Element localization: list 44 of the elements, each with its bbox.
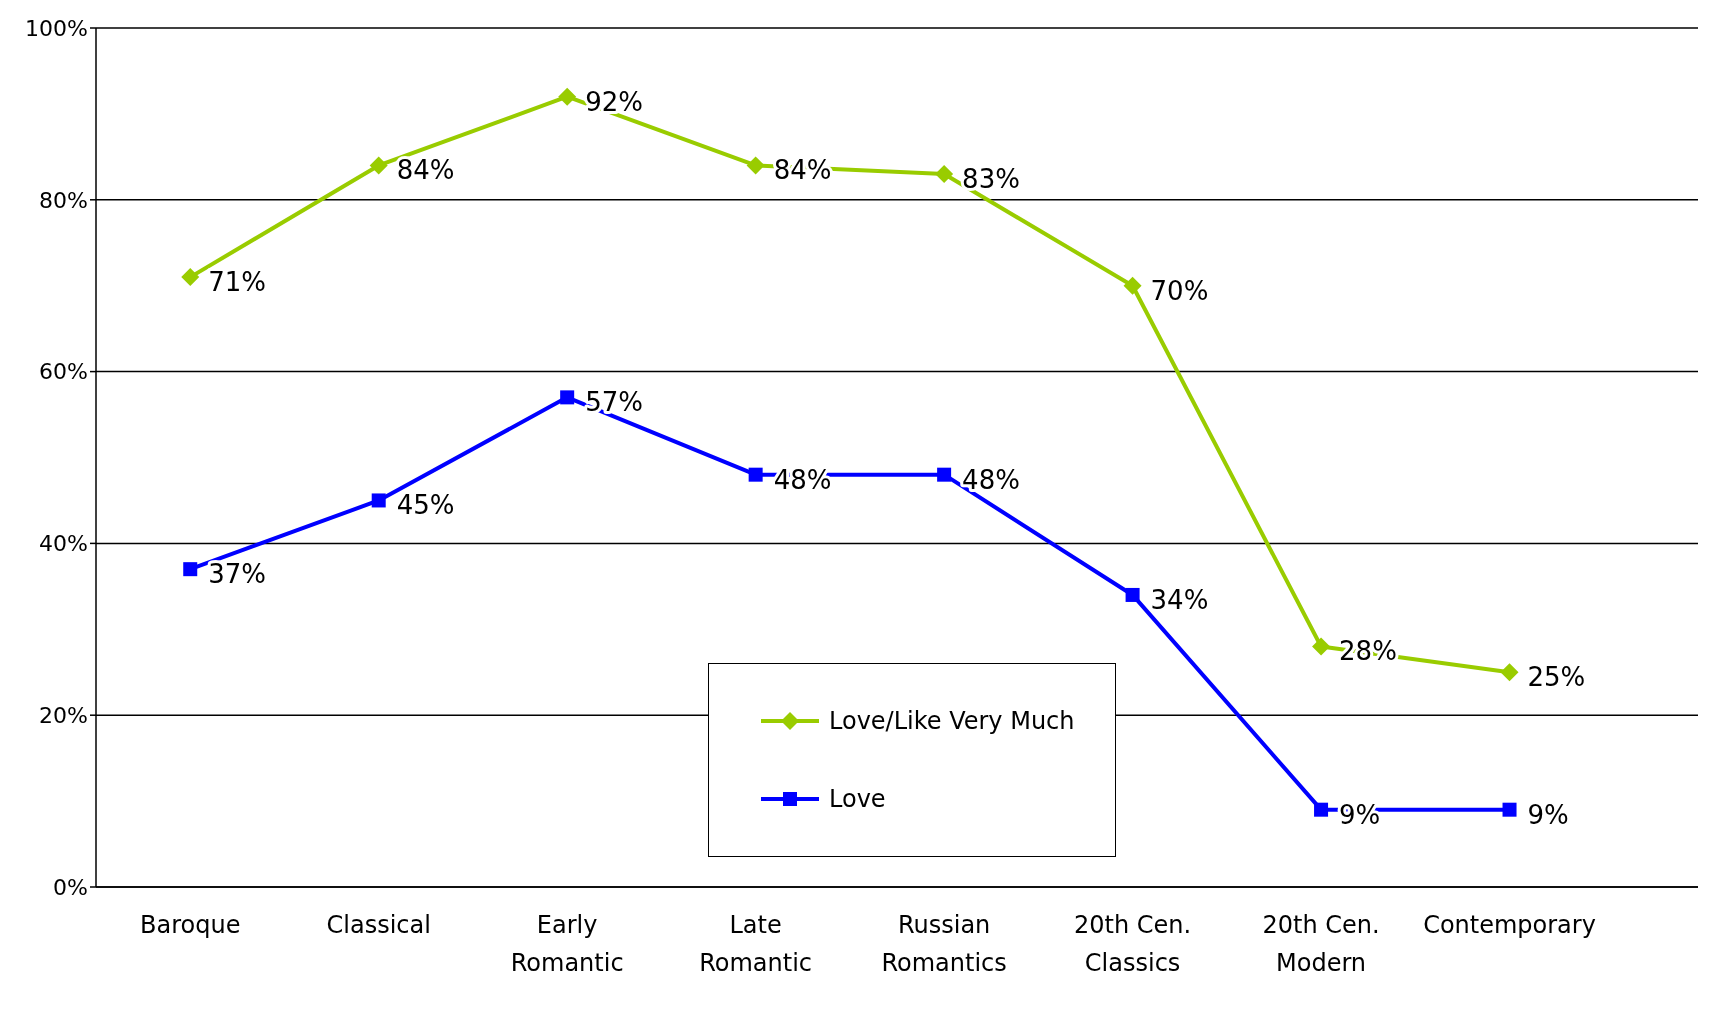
- x-tick-label: 20th Cen. Classics: [1074, 911, 1192, 977]
- x-tick-label: Early Romantic: [510, 911, 624, 977]
- legend-label: Love/Like Very Much: [829, 707, 1075, 735]
- data-label: 25%: [1527, 662, 1586, 693]
- data-label: 70%: [1150, 275, 1209, 306]
- x-tick-label: Russian Romantics: [881, 911, 1007, 977]
- point: [560, 390, 575, 405]
- point: [183, 562, 198, 577]
- point: [1312, 637, 1331, 656]
- point: [937, 467, 952, 482]
- data-label: 92%: [585, 86, 643, 117]
- y-tick-label: 40%: [39, 531, 88, 557]
- legend-label: Love: [829, 785, 886, 813]
- point: [1314, 802, 1329, 817]
- point: [558, 87, 577, 106]
- point: [371, 493, 386, 508]
- data-label: 71%: [208, 267, 267, 298]
- point: [1125, 587, 1140, 602]
- point: [181, 268, 200, 287]
- point: [935, 165, 954, 184]
- data-label: 57%: [585, 387, 643, 418]
- data-label: 37%: [208, 559, 267, 590]
- data-label: 34%: [1150, 584, 1209, 615]
- point: [1502, 802, 1517, 817]
- x-tick-label: Baroque: [140, 911, 241, 939]
- point: [748, 467, 763, 482]
- data-label: 83%: [962, 164, 1020, 195]
- y-tick-label: 60%: [39, 359, 88, 385]
- point: [369, 156, 388, 175]
- y-tick-label: 20%: [39, 703, 88, 729]
- y-tick-label: 100%: [25, 15, 88, 41]
- data-label: 45%: [396, 490, 455, 521]
- x-tick-label: Contemporary: [1423, 911, 1596, 939]
- point: [746, 156, 765, 175]
- x-tick-label: 20th Cen. Modern: [1262, 911, 1380, 977]
- x-tick-label: Late Romantic: [699, 911, 813, 977]
- point: [1500, 663, 1519, 682]
- x-tick-label: Classical: [326, 911, 431, 939]
- data-label: 84%: [396, 155, 455, 186]
- y-tick-label: 80%: [39, 187, 88, 213]
- data-label: 48%: [962, 464, 1020, 495]
- y-tick-label: 0%: [53, 874, 88, 900]
- point: [1123, 276, 1142, 295]
- data-label: 9%: [1527, 799, 1569, 830]
